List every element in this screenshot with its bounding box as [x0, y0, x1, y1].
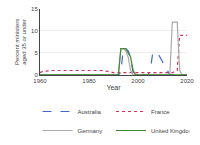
svg-text:Year: Year	[106, 84, 121, 91]
svg-text:France: France	[151, 109, 170, 115]
svg-text:10: 10	[31, 28, 38, 34]
svg-text:0: 0	[34, 72, 38, 78]
svg-text:Australia: Australia	[78, 109, 102, 115]
svg-text:5: 5	[34, 50, 38, 56]
svg-text:1960: 1960	[33, 78, 47, 84]
svg-text:1980: 1980	[82, 78, 96, 84]
svg-text:Germany: Germany	[78, 128, 103, 134]
svg-text:United Kingdom: United Kingdom	[151, 128, 190, 134]
svg-text:15: 15	[31, 6, 38, 12]
svg-text:Percent ministersaged 35 or un: Percent ministersaged 35 or under	[14, 19, 28, 65]
svg-text:2020: 2020	[180, 78, 194, 84]
svg-text:2000: 2000	[131, 78, 145, 84]
